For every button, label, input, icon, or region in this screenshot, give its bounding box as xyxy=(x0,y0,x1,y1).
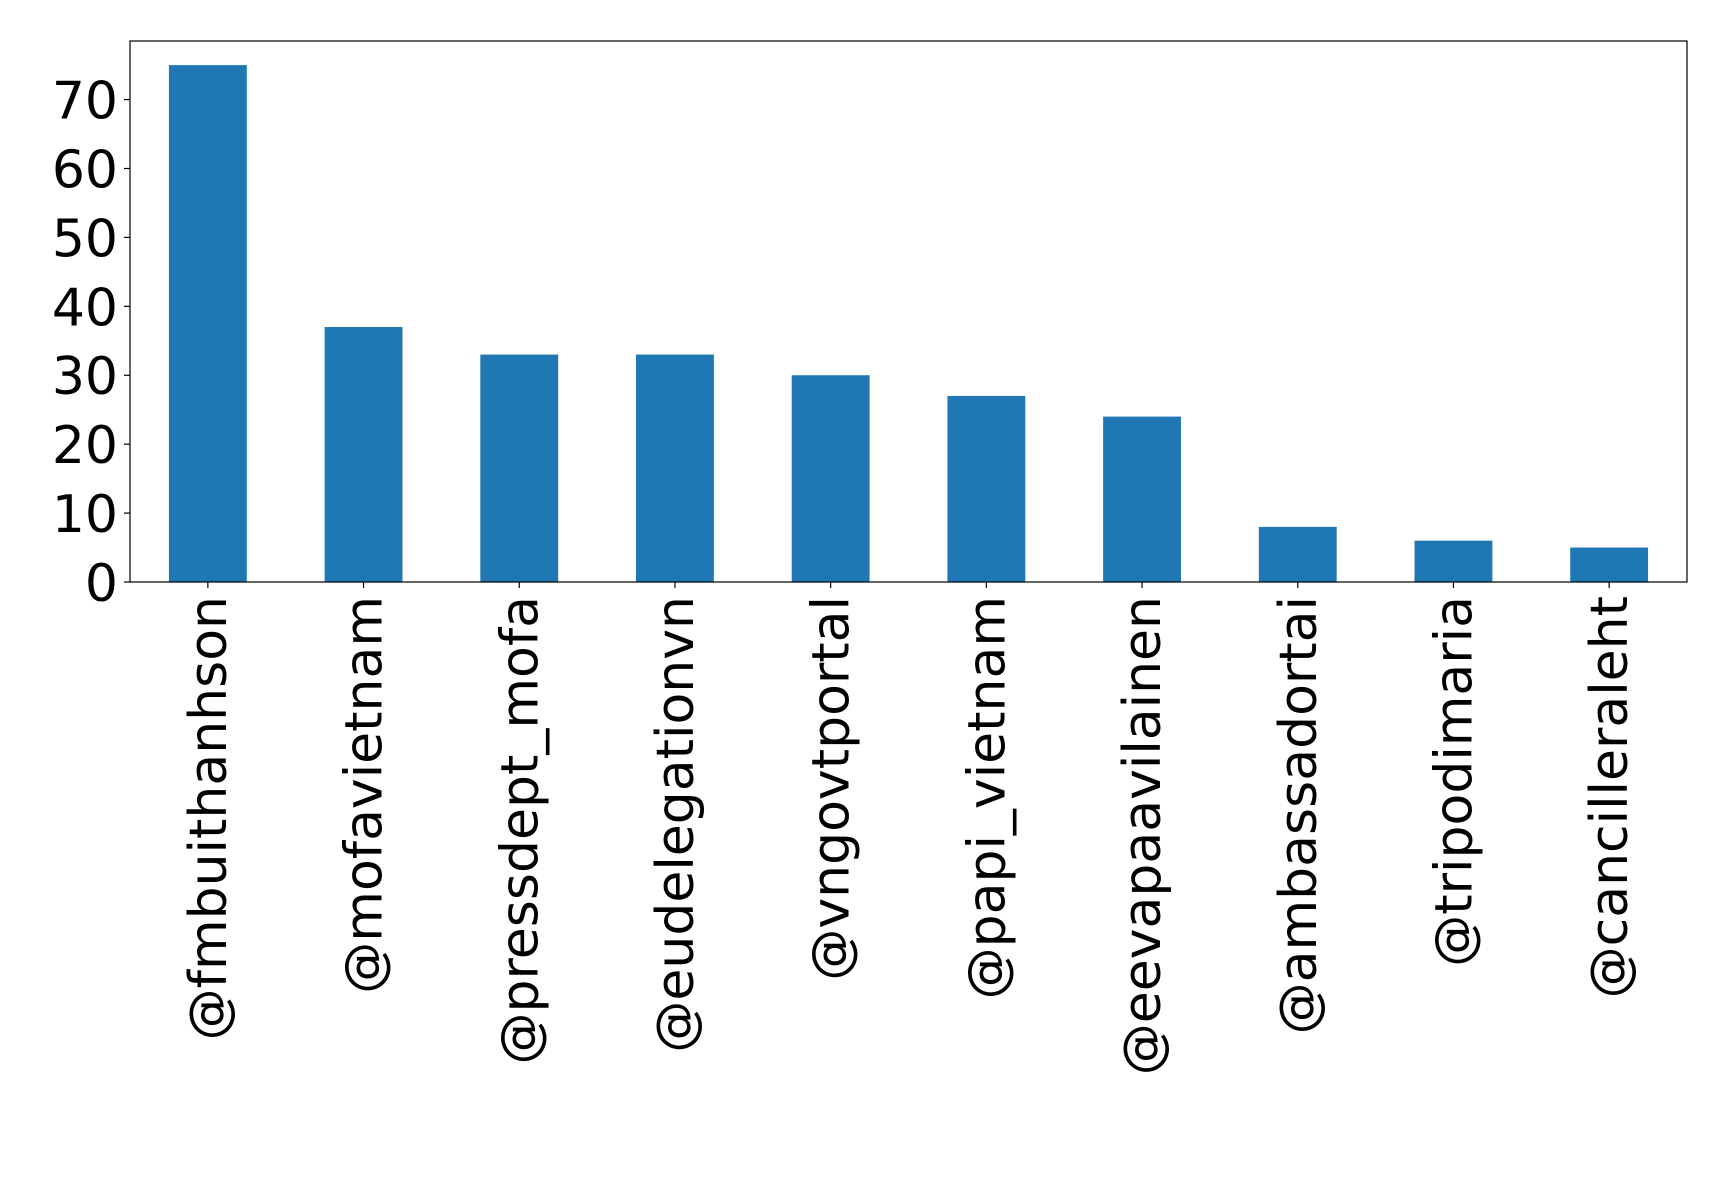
bar xyxy=(1414,540,1493,582)
bar xyxy=(791,375,870,582)
y-tick-label: 30 xyxy=(52,347,118,407)
x-tick-label: @vngovtportal xyxy=(802,596,862,981)
y-tick-label: 40 xyxy=(52,278,118,338)
bar xyxy=(168,65,247,582)
x-tick-label: @eevapaavilainen xyxy=(1113,596,1173,1075)
y-tick-label: 70 xyxy=(52,72,118,132)
bar xyxy=(947,395,1026,582)
y-tick-label: 20 xyxy=(52,416,118,476)
x-tick-label: @pressdept_mofa xyxy=(490,596,550,1064)
x-tick-label: @tripodimaria xyxy=(1424,596,1484,967)
y-tick-label: 50 xyxy=(52,209,118,269)
y-tick-label: 60 xyxy=(52,140,118,200)
bar xyxy=(1570,547,1649,582)
bar xyxy=(324,327,403,582)
x-tick-label: @eudelegationvn xyxy=(646,596,706,1053)
y-tick-label: 10 xyxy=(52,485,118,545)
bar xyxy=(1103,416,1181,582)
plot-frame xyxy=(129,40,1688,583)
x-tick-label: @cancilleraleht xyxy=(1580,596,1640,998)
bar xyxy=(480,354,559,582)
x-tick-label: @ambassadortai xyxy=(1269,596,1329,1034)
bar xyxy=(636,354,714,582)
x-tick-label: @papi_vietnam xyxy=(957,596,1017,999)
x-tick-label: @mofavietnam xyxy=(335,596,395,994)
x-tick-label: @fmbuithanhson xyxy=(179,596,239,1040)
bar xyxy=(1258,526,1337,582)
y-tick-label: 0 xyxy=(85,554,118,614)
